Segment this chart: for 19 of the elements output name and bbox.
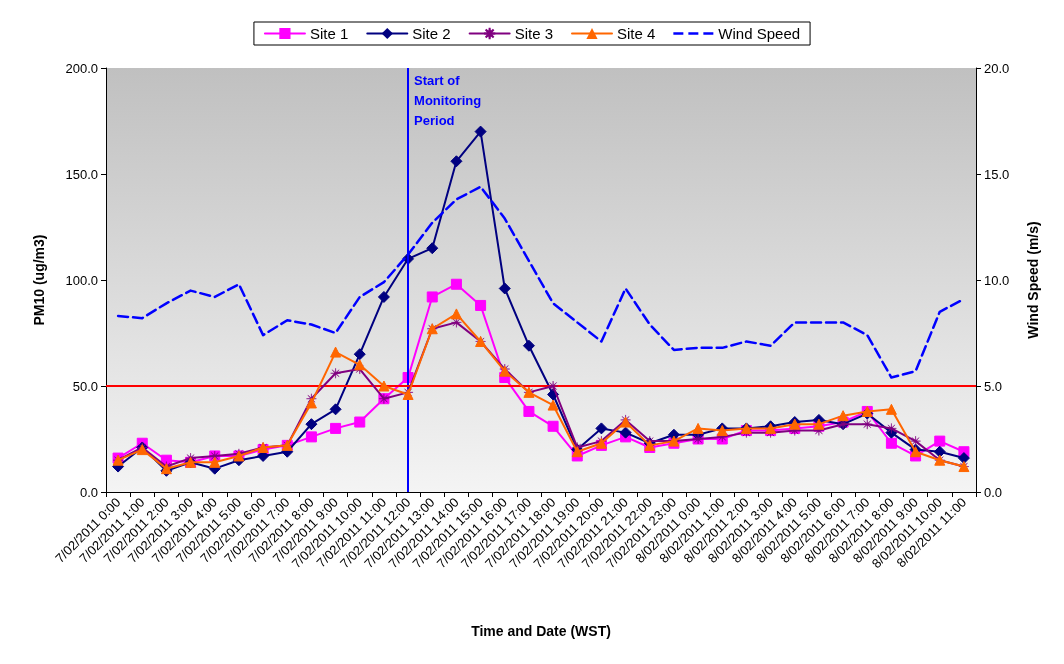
y-tick-label: 200.0 [65, 60, 98, 76]
y2-tick-label: 10.0 [984, 272, 1010, 288]
y-tick-label: 0.0 [79, 484, 98, 500]
y2-tick-label: 0.0 [984, 484, 1003, 500]
x-axis-title: Time and Date (WST) [471, 623, 611, 639]
y-axis-title: PM10 (ug/m3) [31, 234, 47, 326]
y-tick-label: 150.0 [65, 166, 98, 182]
y2-axis-title: Wind Speed (m/s) [1025, 221, 1041, 339]
y2-tick-label: 5.0 [984, 378, 1003, 394]
legend-label: Site 3 [514, 25, 553, 42]
legend-label: Wind Speed [718, 25, 801, 42]
y-tick-label: 50.0 [72, 378, 98, 394]
ref-line-label: Start of Monitoring Period [414, 72, 485, 128]
y-tick-label: 100.0 [65, 272, 98, 288]
y2-tick-label: 15.0 [984, 166, 1010, 182]
legend-label: Site 4 [617, 25, 656, 42]
legend-label: Site 2 [412, 25, 451, 42]
y2-tick-label: 20.0 [984, 60, 1010, 76]
legend-label: Site 1 [309, 25, 349, 42]
